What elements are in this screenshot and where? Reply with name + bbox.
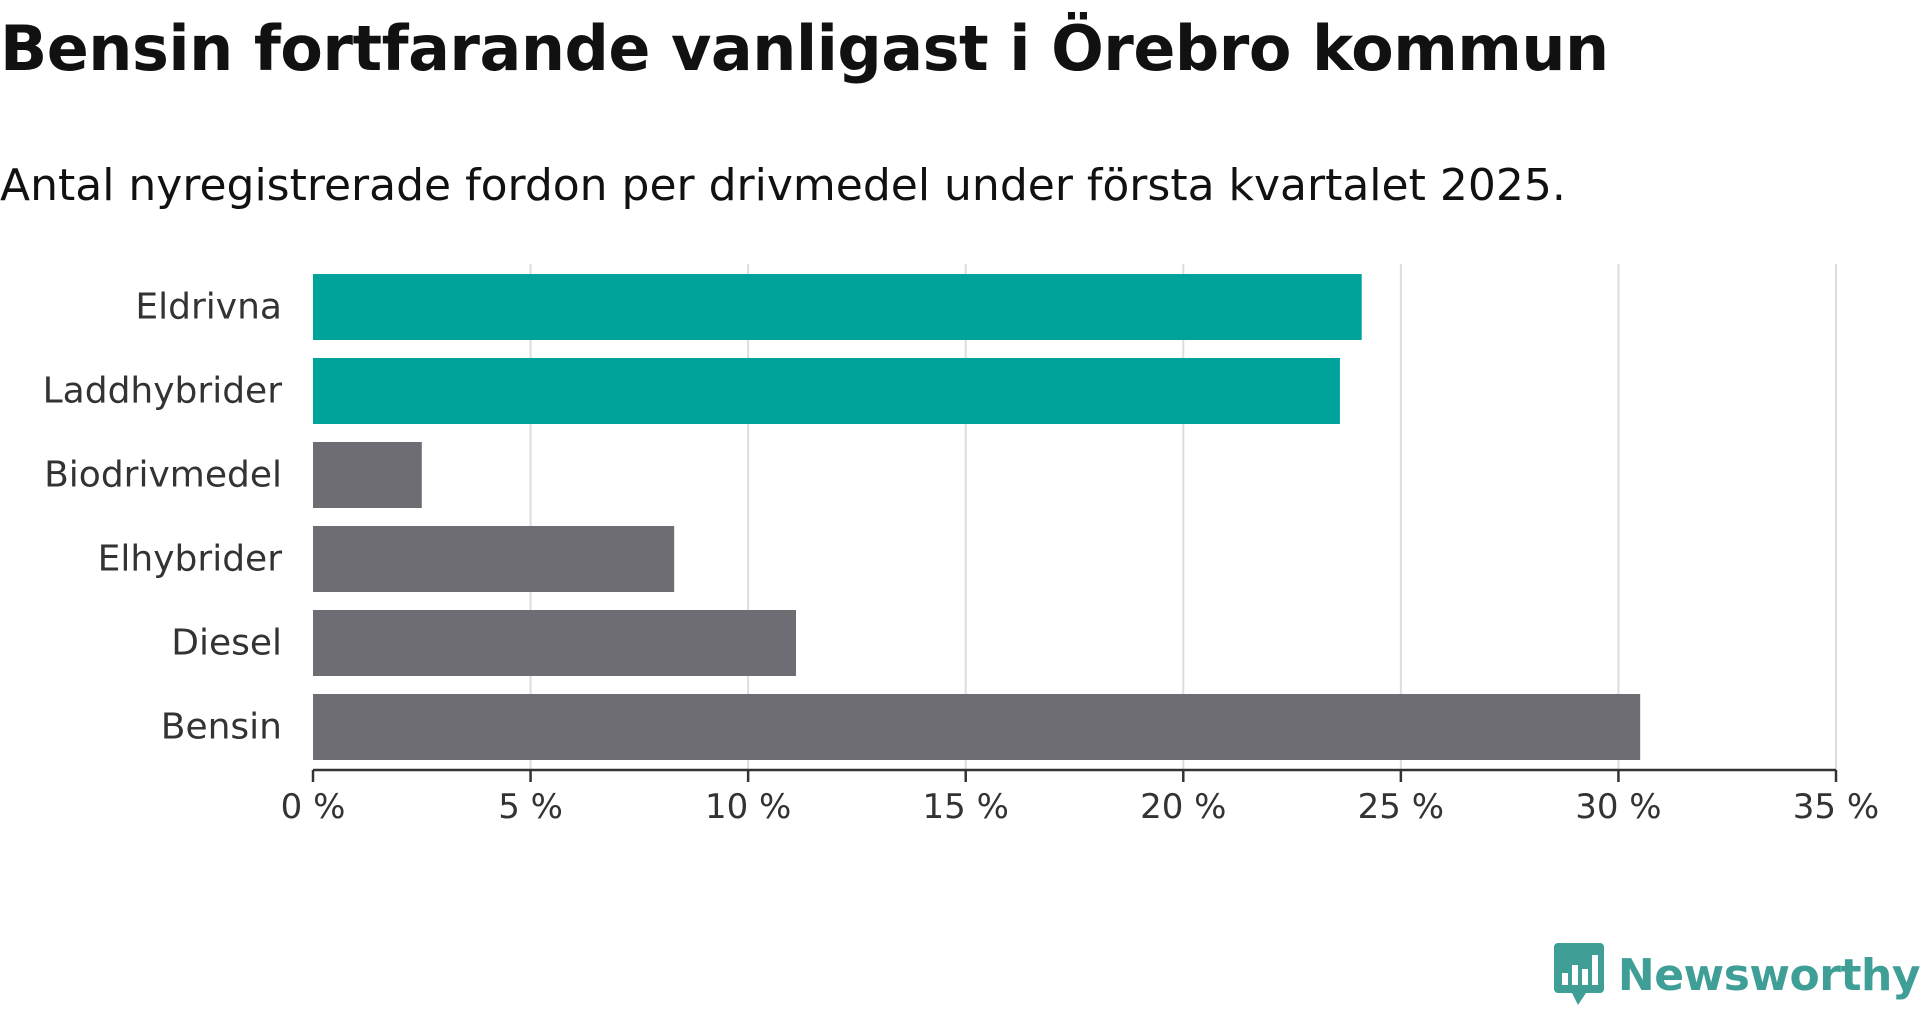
bar-biodrivmedel	[313, 442, 422, 508]
bar-elhybrider	[313, 526, 675, 592]
x-tick-label: 25 %	[1358, 787, 1444, 827]
category-label: Bensin	[161, 707, 282, 748]
newsworthy-logo-icon	[1553, 943, 1604, 1005]
brand-name: Newsworthy	[1617, 949, 1920, 1001]
grid-lines	[529, 264, 1837, 770]
x-tick-label: 5 %	[498, 787, 563, 827]
category-label: Elhybrider	[98, 539, 283, 580]
bar-chart: Eldrivna Laddhybrider Biodrivmedel Elhybrid…	[43, 264, 1879, 827]
brand-logo: Newsworthy	[1553, 940, 1920, 1010]
x-tick-label: 15 %	[923, 787, 1009, 827]
chart-subtitle: Antal nyregistrerade fordon per drivmede…	[0, 160, 1566, 211]
bar-diesel	[313, 610, 797, 676]
category-labels: Eldrivna Laddhybrider Biodrivmedel Elhybrid…	[43, 287, 283, 748]
x-tick-label: 35 %	[1793, 787, 1879, 827]
x-tick-label: 10 %	[705, 787, 791, 827]
category-label: Eldrivna	[135, 287, 282, 328]
x-axis: 0 % 5 % 10 % 15 % 20 % 25 % 30 % 35 %	[281, 768, 1879, 827]
category-label: Biodrivmedel	[44, 455, 282, 496]
bar-bensin	[313, 694, 1641, 760]
bar-laddhybrider	[313, 358, 1340, 424]
chart-title: Bensin fortfarande vanligast i Örebro ko…	[0, 12, 1609, 85]
bars	[313, 274, 1641, 760]
category-label: Diesel	[171, 623, 282, 664]
x-tick-label: 20 %	[1140, 787, 1226, 827]
bar-eldrivna	[313, 274, 1362, 340]
category-label: Laddhybrider	[43, 371, 283, 412]
x-tick-label: 0 %	[281, 787, 346, 827]
x-tick-label: 30 %	[1575, 787, 1661, 827]
